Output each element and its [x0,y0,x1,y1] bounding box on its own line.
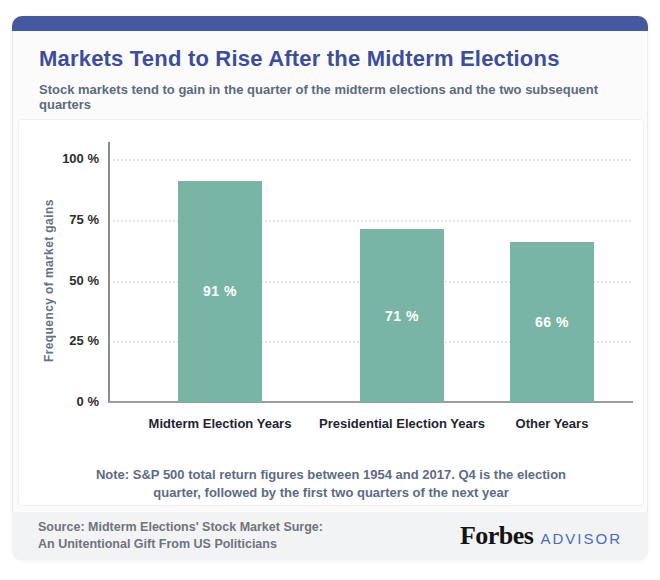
chart-note-line2: quarter, followed by the first two quart… [153,485,508,500]
chart-note: Note: S&P 500 total return figures betwe… [59,466,603,502]
card-accent-bar [12,16,648,31]
forbes-advisor-logo: Forbes ADVISOR [460,521,622,551]
y-tick-100: 100 % [45,151,99,166]
source-line2: An Unitentional Gift From US Politicians [38,537,277,551]
bar-value-other-years: 66 % [535,314,569,330]
infographic-page: Markets Tend to Rise After the Midterm E… [0,0,660,580]
bar-midterm-election-years: 91 % [178,181,262,402]
card-footer: Source: Midterm Elections' Stock Market … [12,512,648,560]
page-subtitle: Stock markets tend to gain in the quarte… [39,82,647,112]
y-tick-50: 50 % [45,273,99,288]
bar-value-midterm-election-years: 91 % [203,283,237,299]
gridline-100 [108,159,631,161]
y-axis-line [108,142,110,403]
bar-value-presidential-election-years: 71 % [385,308,419,324]
forbes-wordmark: Forbes [460,521,534,551]
bar-presidential-election-years: 71 % [360,229,444,402]
y-tick-25: 25 % [45,333,99,348]
chart-panel: Frequency of market gains Note: S&P 500 … [18,119,644,506]
bar-other-years: 66 % [510,242,594,402]
chart-note-line1: Note: S&P 500 total return figures betwe… [96,467,566,482]
chart-card: Markets Tend to Rise After the Midterm E… [12,16,648,560]
page-title: Markets Tend to Rise After the Midterm E… [39,46,560,72]
advisor-wordmark: ADVISOR [540,526,622,547]
source-line1: Source: Midterm Elections' Stock Market … [38,520,323,534]
y-tick-75: 75 % [45,212,99,227]
y-tick-0: 0 % [45,394,99,409]
x-label-other-years: Other Years [437,416,660,431]
source-text: Source: Midterm Elections' Stock Market … [38,519,323,553]
